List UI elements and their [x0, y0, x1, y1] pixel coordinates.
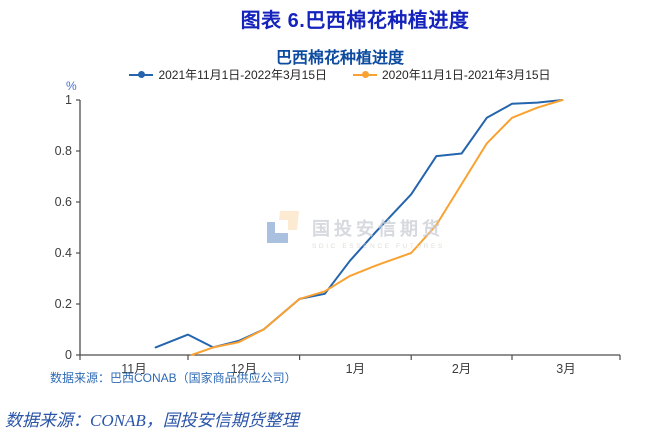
watermark-text: 国投安信期货	[312, 219, 444, 239]
chart-legend: 2021年11月1日-2022年3月15日 2020年11月1日-2021年3月…	[80, 66, 600, 83]
chart-title: 巴西棉花种植进度	[275, 50, 404, 67]
svg-text:3月: 3月	[556, 362, 575, 376]
sdic-essence-logo-icon	[266, 211, 302, 247]
planting-progress-chart: 0 0.2 0.4 0.6 0.8 1 11月 12月 1月 2月 3月	[55, 93, 621, 376]
legend-label-2020-season: 2020年11月1日-2021年3月15日	[382, 68, 551, 82]
legend-label-2021-season: 2021年11月1日-2022年3月15日	[158, 68, 327, 82]
chart-source-note: 数据来源：巴西CONAB（国家商品供应公司）	[50, 371, 297, 385]
watermark: 国投安信期货 SDIC ESSENCE FUTURES	[266, 211, 445, 250]
page-title: 图表 6.巴西棉花种植进度	[240, 10, 470, 32]
legend-item-2021-season: 2021年11月1日-2022年3月15日	[129, 66, 327, 83]
svg-text:0.2: 0.2	[55, 297, 72, 311]
footer-source-note: 数据来源：CONAB，国投安信期货整理	[5, 411, 299, 430]
svg-text:0.6: 0.6	[55, 195, 72, 209]
svg-text:0: 0	[65, 348, 72, 362]
svg-text:0.8: 0.8	[55, 144, 72, 158]
legend-marker-2020-icon	[353, 71, 377, 78]
svg-text:12月: 12月	[231, 362, 257, 376]
svg-text:0.4: 0.4	[55, 246, 72, 260]
y-axis-unit-label: %	[66, 79, 77, 93]
svg-text:1月: 1月	[346, 362, 365, 376]
svg-text:11月: 11月	[121, 362, 146, 376]
legend-item-2020-season: 2020年11月1日-2021年3月15日	[353, 66, 551, 83]
legend-marker-2021-icon	[129, 71, 154, 78]
svg-text:2月: 2月	[452, 362, 471, 376]
watermark-subtext: SDIC ESSENCE FUTURES	[312, 243, 445, 250]
svg-text:1: 1	[65, 93, 72, 107]
